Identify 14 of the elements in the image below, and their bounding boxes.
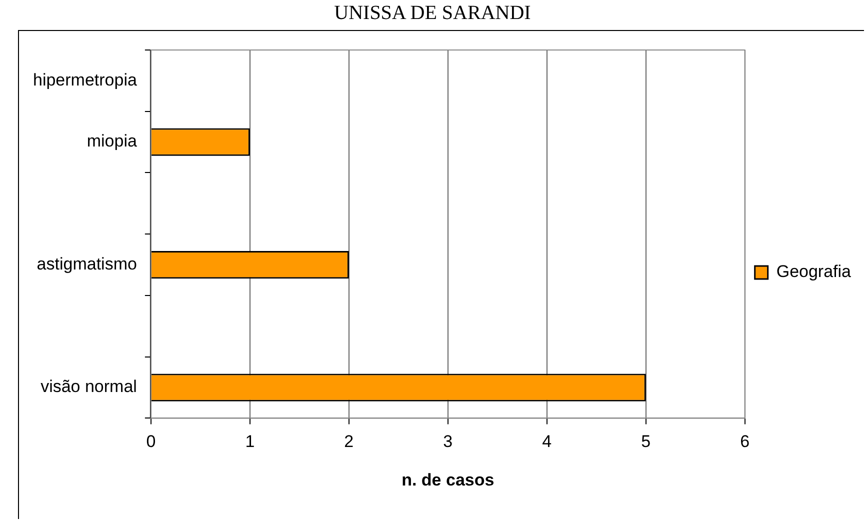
y-tick-label: miopia: [86, 132, 138, 151]
x-tick-label: 2: [344, 432, 354, 452]
chart-title: UNISSA DE SARANDI: [333, 2, 532, 25]
x-tick-label: 6: [740, 432, 750, 452]
x-axis-title: n. de casos: [402, 470, 494, 490]
y-tick-label: visão normal: [40, 377, 137, 396]
x-tick-label: 1: [245, 432, 255, 452]
y-tick-label: astigmatismo: [36, 254, 137, 274]
legend-label: Geografia: [776, 262, 852, 282]
x-tick-label: 0: [146, 432, 156, 452]
y-tick-label: hipermetropia: [32, 70, 138, 90]
x-tick-label: 4: [542, 432, 552, 452]
x-tick-label: 5: [641, 432, 651, 452]
x-tick-label: 3: [443, 432, 453, 452]
